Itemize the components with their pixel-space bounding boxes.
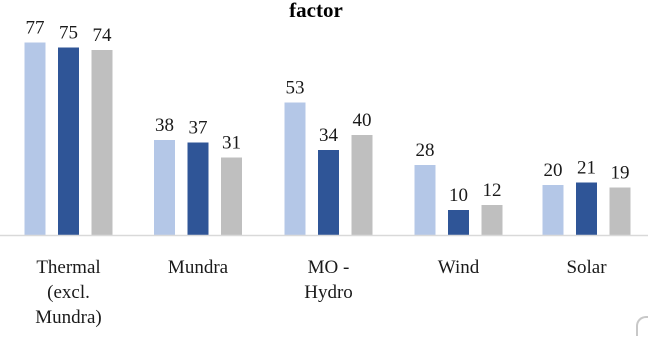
data-label-4-2: 10 bbox=[449, 185, 468, 206]
corner-decoration bbox=[636, 316, 648, 336]
bar-4-1 bbox=[414, 165, 436, 235]
bar-1-3 bbox=[91, 50, 113, 235]
category-label-1: Thermal (excl. Mundra) bbox=[35, 257, 101, 328]
category-label-2: Mundra bbox=[168, 257, 229, 278]
bars-layer bbox=[24, 42, 631, 235]
value-labels-layer: 77 75 74 38 37 31 53 34 40 28 10 12 20 21 19 bbox=[26, 18, 630, 207]
data-label-3-1: 53 bbox=[286, 78, 305, 99]
bar-5-1 bbox=[542, 185, 564, 235]
category-label-4: Wind bbox=[438, 257, 480, 278]
bar-4-2 bbox=[448, 210, 469, 235]
bar-3-3 bbox=[351, 135, 373, 235]
data-label-1-2: 75 bbox=[59, 23, 78, 44]
data-label-5-3: 19 bbox=[611, 163, 630, 184]
data-label-2-1: 38 bbox=[155, 115, 174, 136]
bar-2-3 bbox=[221, 157, 242, 235]
data-label-5-1: 20 bbox=[544, 160, 563, 181]
data-label-3-3: 40 bbox=[353, 110, 372, 131]
category-label-5: Solar bbox=[566, 257, 607, 278]
data-label-4-3: 12 bbox=[483, 180, 502, 201]
bar-1-1 bbox=[24, 42, 46, 235]
bar-3-2 bbox=[318, 150, 339, 235]
data-label-2-2: 37 bbox=[189, 118, 208, 139]
data-label-2-3: 31 bbox=[222, 133, 241, 154]
bar-3-1 bbox=[284, 102, 306, 235]
bar-5-3 bbox=[609, 187, 631, 235]
bar-2-1 bbox=[154, 140, 175, 235]
data-label-5-2: 21 bbox=[577, 158, 596, 179]
data-label-1-1: 77 bbox=[26, 18, 45, 39]
bar-5-2 bbox=[576, 182, 597, 235]
bar-2-2 bbox=[187, 142, 209, 235]
data-label-4-1: 28 bbox=[416, 140, 435, 161]
chart-title: factor bbox=[289, 0, 343, 22]
bar-1-2 bbox=[58, 47, 79, 235]
category-labels-layer: Thermal (excl. Mundra) Mundra MO -Hydro Wind S… bbox=[35, 257, 607, 328]
data-label-3-2: 34 bbox=[319, 125, 339, 146]
bar-4-3 bbox=[481, 205, 503, 235]
data-label-1-3: 74 bbox=[93, 25, 113, 46]
category-label-3: MO -Hydro bbox=[304, 257, 353, 303]
